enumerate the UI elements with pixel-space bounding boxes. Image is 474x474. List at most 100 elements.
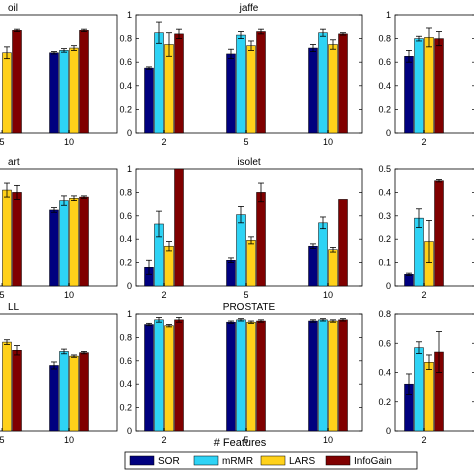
chart-panel: 0 0.1 0.2 0.3 0.4 0.5 2	[378, 164, 474, 300]
bar	[424, 362, 434, 432]
bar	[414, 347, 424, 432]
x-tick-label: 2	[161, 137, 166, 147]
y-tick-label: 0.6	[119, 211, 132, 221]
bar	[49, 52, 59, 134]
bar	[236, 214, 246, 287]
x-tick-label: 10	[64, 137, 74, 147]
chart-panel: LL 5 10	[0, 302, 118, 445]
y-tick-label: 0	[386, 281, 391, 291]
x-tick-label: 5	[243, 290, 248, 300]
bar	[79, 30, 89, 134]
x-tick-label: 2	[421, 137, 426, 147]
y-tick-label: 0.2	[378, 234, 391, 244]
y-tick-label: 0.2	[119, 403, 132, 413]
bar	[226, 321, 236, 432]
y-tick-label: 0	[127, 426, 132, 436]
chart-panel: 0 0.2 0.4 0.6 0.8 1 PROSTATE 2 5 10	[119, 302, 363, 445]
y-tick-label: 0.6	[119, 57, 132, 67]
legend: SOR mRMR LARS InfoGain	[124, 451, 418, 470]
bar	[164, 325, 174, 432]
y-tick-label: 0.5	[378, 164, 391, 174]
bar	[12, 192, 22, 287]
bar	[174, 33, 184, 134]
x-tick-label: 2	[161, 290, 166, 300]
bar	[49, 209, 59, 287]
legend-swatch	[260, 455, 286, 466]
x-tick-label: 10	[323, 137, 333, 147]
bar	[246, 45, 256, 134]
bar	[434, 180, 444, 287]
bar	[256, 192, 266, 287]
bar	[246, 240, 256, 287]
y-tick-label: 0.8	[119, 187, 132, 197]
bar	[59, 50, 69, 134]
legend-swatch	[129, 455, 155, 466]
y-tick-label: 0	[127, 281, 132, 291]
bar	[236, 319, 246, 432]
bar	[236, 34, 246, 134]
y-tick-label: 0.4	[378, 368, 391, 378]
x-tick-label: 2	[161, 435, 166, 445]
y-tick-label: 0.8	[378, 309, 391, 319]
panel-title: PROSTATE	[223, 302, 276, 313]
bar	[79, 352, 89, 432]
bar	[404, 56, 414, 134]
bar	[12, 30, 22, 134]
x-tick-label: 5	[0, 435, 5, 445]
legend-swatch	[325, 455, 351, 466]
panel-title: art	[8, 157, 20, 168]
y-tick-label: 0.4	[119, 81, 132, 91]
chart-panel: 0 0.2 0.4 0.6 0.8 2	[378, 309, 474, 445]
panel-title: oil	[8, 3, 18, 14]
bar	[164, 245, 174, 287]
y-tick-label: 0	[127, 128, 132, 138]
bar	[226, 53, 236, 134]
bar	[318, 319, 328, 432]
bar	[2, 52, 12, 134]
y-tick-label: 0.3	[378, 211, 391, 221]
bar	[2, 189, 12, 287]
bar	[12, 350, 22, 432]
x-tick-label: 5	[243, 435, 248, 445]
y-tick-label: 0.2	[378, 104, 391, 114]
bar	[404, 274, 414, 287]
y-tick-label: 0.4	[119, 379, 132, 389]
x-tick-label: 10	[323, 435, 333, 445]
bar	[174, 319, 184, 432]
y-tick-label: 0.4	[378, 187, 391, 197]
legend-label: InfoGain	[354, 456, 392, 467]
panel-title: LL	[8, 302, 20, 313]
bar	[59, 200, 69, 287]
bar	[144, 67, 154, 134]
chart-panel: oil 5 10	[0, 3, 118, 147]
bar	[318, 32, 328, 134]
y-tick-label: 0.4	[378, 81, 391, 91]
bar	[174, 168, 184, 287]
x-tick-label: 10	[64, 290, 74, 300]
bar	[49, 365, 59, 432]
bar	[144, 324, 154, 432]
bar	[434, 38, 444, 134]
bar	[308, 245, 318, 287]
bar	[79, 196, 89, 287]
y-tick-label: 0.1	[378, 258, 391, 268]
y-tick-label: 0.2	[119, 104, 132, 114]
y-tick-label: 1	[127, 309, 132, 319]
bar	[328, 44, 338, 134]
bar	[69, 47, 79, 134]
x-tick-label: 10	[323, 290, 333, 300]
legend-swatch	[193, 455, 219, 466]
bar	[338, 33, 348, 134]
bar	[256, 31, 266, 134]
x-tick-label: 5	[243, 137, 248, 147]
y-tick-label: 0.6	[378, 57, 391, 67]
bar	[328, 249, 338, 287]
y-tick-label: 0.2	[378, 397, 391, 407]
y-tick-label: 0.6	[119, 356, 132, 366]
x-tick-label: 2	[421, 435, 426, 445]
bar	[308, 320, 318, 432]
y-tick-label: 0.8	[119, 332, 132, 342]
y-tick-label: 0.4	[119, 234, 132, 244]
bar	[414, 38, 424, 134]
